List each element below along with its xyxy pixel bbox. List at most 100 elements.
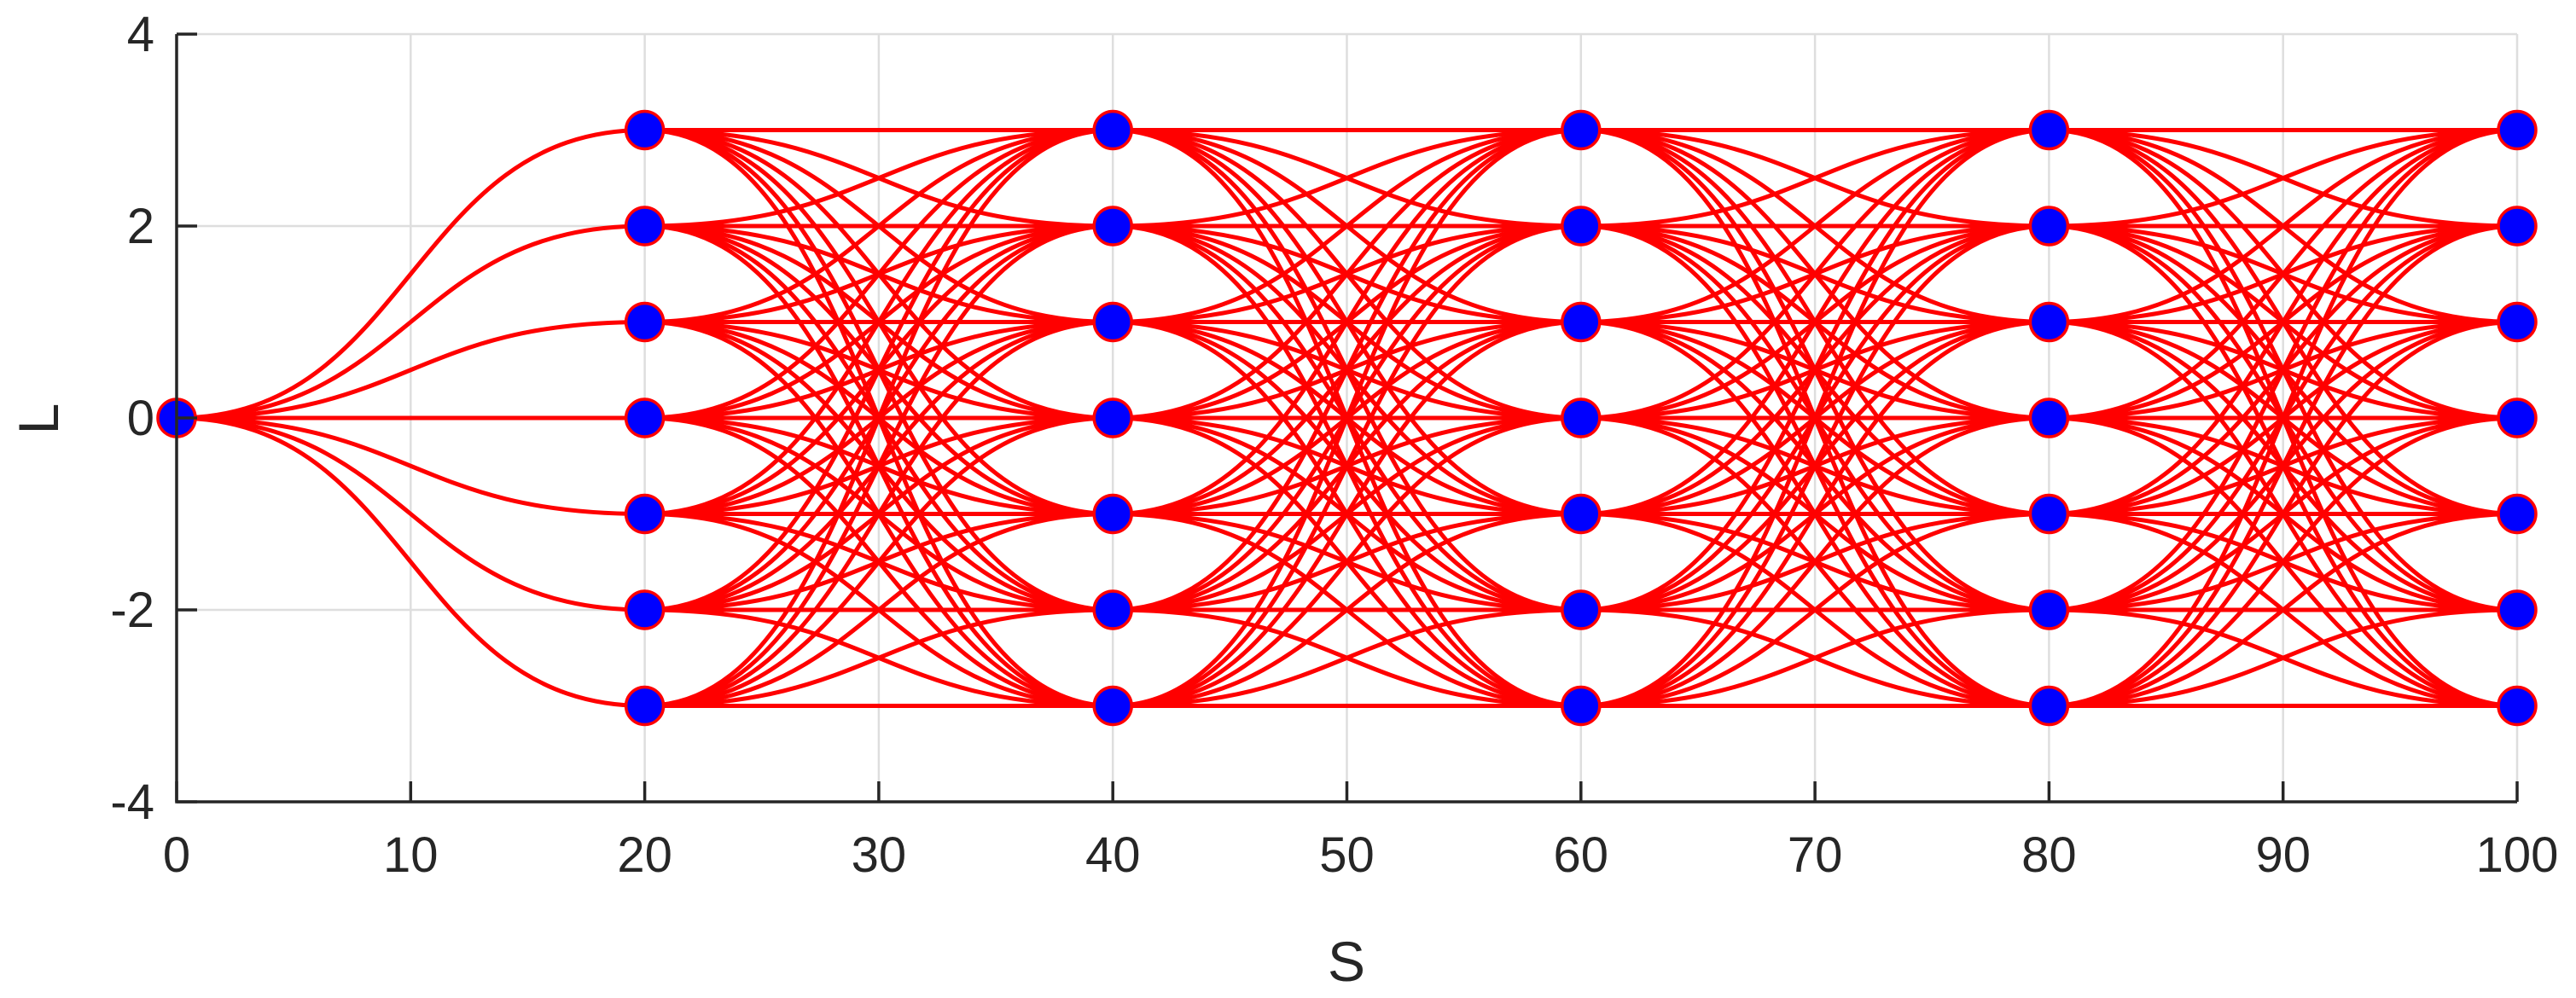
lattice-node-s20-l-3 bbox=[624, 685, 666, 727]
y-tick-label-2: 2 bbox=[127, 199, 154, 254]
y-tick-label-4: 4 bbox=[127, 7, 154, 62]
path-curve-s60-l3-to-s80-l-2 bbox=[1579, 128, 2051, 612]
path-curve-s0-to-s20-l-3 bbox=[174, 415, 648, 708]
lattice-node-s100-l2 bbox=[2497, 206, 2538, 247]
path-curve-s20-l3-to-s40-l2 bbox=[643, 128, 1115, 229]
path-curve-s80-l3-to-s100-l0 bbox=[2046, 128, 2520, 421]
path-curve-s0-to-s20-l3 bbox=[174, 128, 648, 421]
path-curve-s60-l3-to-s80-l1 bbox=[1579, 128, 2051, 324]
path-curve-s80-l3-to-s100-l1 bbox=[2046, 128, 2520, 324]
path-curve-s40-l0-to-s60-l-3 bbox=[1110, 415, 1584, 708]
lattice-node-s20-l3 bbox=[624, 109, 666, 151]
path-curve-s60-l1-to-s80-l-3 bbox=[1579, 320, 2051, 708]
path-curve-s80-l3-to-s100-l-3 bbox=[2046, 128, 2520, 708]
lattice-nodes bbox=[156, 109, 2538, 727]
x-tick-label-100: 100 bbox=[2476, 827, 2559, 883]
lattice-node-s20-l2 bbox=[624, 206, 666, 247]
path-curve-s40-l3-to-s60-l2 bbox=[1110, 128, 1584, 229]
lattice-node-s100-l1 bbox=[2497, 301, 2538, 343]
lattice-node-s80-l-3 bbox=[2028, 685, 2070, 727]
path-curve-s0-to-s20-l1 bbox=[174, 320, 648, 421]
lattice-node-s100-l-1 bbox=[2497, 493, 2538, 535]
lattice-node-s60-l3 bbox=[1561, 109, 1602, 151]
path-curve-s60-l3-to-s80-l2 bbox=[1579, 128, 2051, 229]
x-tick-label-80: 80 bbox=[2021, 827, 2077, 883]
lattice-node-s80-l-1 bbox=[2028, 493, 2070, 535]
x-tick-label-0: 0 bbox=[163, 827, 190, 883]
y-tick-label-0: 0 bbox=[127, 391, 154, 446]
path-curves bbox=[174, 127, 2520, 709]
path-curve-s20-l0-to-s40-l-3 bbox=[643, 415, 1115, 708]
path-curve-s80-l-1-to-s100-l-3 bbox=[2046, 512, 2520, 708]
path-curve-s60-l-2-to-s80-l-3 bbox=[1579, 607, 2051, 708]
lattice-node-s20-l1 bbox=[624, 301, 666, 343]
path-curve-s60-l-1-to-s80-l-3 bbox=[1579, 512, 2051, 708]
x-tick-label-20: 20 bbox=[617, 827, 672, 883]
path-curve-s40-l3-to-s60-l-1 bbox=[1110, 128, 1584, 516]
path-curve-s20-l3-to-s40-l-2 bbox=[643, 128, 1115, 612]
path-curve-s20-l2-to-s40-l-3 bbox=[643, 223, 1115, 708]
path-curve-s20-l-2-to-s40-l-3 bbox=[643, 607, 1115, 708]
x-tick-label-70: 70 bbox=[1788, 827, 1843, 883]
lattice-node-s80-l1 bbox=[2028, 301, 2070, 343]
path-curve-s20-l3-to-s40-l-1 bbox=[643, 128, 1115, 516]
path-curve-s60-l3-to-s80-l0 bbox=[1579, 128, 2051, 421]
x-tick-label-60: 60 bbox=[1554, 827, 1609, 883]
path-curve-s80-l1-to-s100-l-3 bbox=[2046, 320, 2520, 708]
lattice-node-s40-l0 bbox=[1092, 397, 1133, 438]
path-curve-s0-to-s20-l2 bbox=[174, 223, 648, 421]
lattice-node-s40-l-1 bbox=[1092, 493, 1133, 535]
x-axis-label: S bbox=[1328, 930, 1365, 993]
path-curve-s60-l3-to-s80-l-1 bbox=[1579, 128, 2051, 516]
path-curve-s60-l3-to-s80-l-3 bbox=[1579, 128, 2051, 708]
path-curve-s80-l2-to-s100-l-3 bbox=[2046, 223, 2520, 708]
lattice-node-s40-l-3 bbox=[1092, 685, 1133, 727]
x-tick-label-40: 40 bbox=[1085, 827, 1141, 883]
path-curve-s20-l3-to-s40-l1 bbox=[643, 128, 1115, 324]
path-curve-s20-l3-to-s40-l-3 bbox=[643, 128, 1115, 708]
path-curve-s40-l1-to-s60-l-3 bbox=[1110, 320, 1584, 708]
lattice-node-s80-l-2 bbox=[2028, 589, 2070, 630]
path-curve-s40-l3-to-s60-l0 bbox=[1110, 128, 1584, 421]
lattice-node-s80-l2 bbox=[2028, 206, 2070, 247]
lattice-node-s100-l-3 bbox=[2497, 685, 2538, 727]
y-tick-label--2: -2 bbox=[110, 583, 154, 638]
lattice-node-s60-l-2 bbox=[1561, 589, 1602, 630]
path-curve-s40-l3-to-s60-l-2 bbox=[1110, 128, 1584, 612]
axes: 0 10 20 30 40 50 60 70 80 90 100 -4 -2 0 2 4 bbox=[110, 7, 2558, 883]
lattice-node-s100-l0 bbox=[2497, 397, 2538, 438]
lattice-node-s40-l-2 bbox=[1092, 589, 1133, 630]
lattice-node-s100-l-2 bbox=[2497, 589, 2538, 630]
lattice-node-s60-l-1 bbox=[1561, 493, 1602, 535]
path-curve-s0-to-s20-l-2 bbox=[174, 415, 648, 612]
path-curve-s80-l-2-to-s100-l-3 bbox=[2046, 607, 2520, 708]
x-tick-label-50: 50 bbox=[1319, 827, 1375, 883]
lattice-node-s20-l0 bbox=[624, 397, 666, 438]
y-axis-label: L bbox=[7, 403, 70, 435]
path-curve-s0-to-s20-l-1 bbox=[174, 415, 648, 516]
lattice-node-s40-l3 bbox=[1092, 109, 1133, 151]
path-curve-s20-l3-to-s40-l0 bbox=[643, 128, 1115, 421]
path-curve-s80-l3-to-s100-l-1 bbox=[2046, 128, 2520, 516]
x-tick-label-10: 10 bbox=[383, 827, 439, 883]
lattice-node-s60-l1 bbox=[1561, 301, 1602, 343]
path-curve-s80-l0-to-s100-l-3 bbox=[2046, 415, 2520, 708]
path-curve-s40-l2-to-s60-l-3 bbox=[1110, 223, 1584, 708]
lattice-node-s100-l3 bbox=[2497, 109, 2538, 151]
lattice-node-s80-l3 bbox=[2028, 109, 2070, 151]
x-tick-label-30: 30 bbox=[852, 827, 907, 883]
lattice-node-s20-l-2 bbox=[624, 589, 666, 630]
path-curve-s80-l3-to-s100-l2 bbox=[2046, 128, 2520, 229]
path-curve-s80-l3-to-s100-l-2 bbox=[2046, 128, 2520, 612]
path-curve-s20-l-1-to-s40-l-3 bbox=[643, 512, 1115, 708]
path-curve-s60-l0-to-s80-l-3 bbox=[1579, 415, 2051, 708]
path-curve-s40-l3-to-s60-l-3 bbox=[1110, 128, 1584, 708]
lattice-node-s40-l1 bbox=[1092, 301, 1133, 343]
path-curve-s20-l1-to-s40-l-3 bbox=[643, 320, 1115, 708]
lattice-node-s80-l0 bbox=[2028, 397, 2070, 438]
lattice-node-s60-l0 bbox=[1561, 397, 1602, 438]
path-curve-s40-l-1-to-s60-l-3 bbox=[1110, 512, 1584, 708]
lattice-node-s60-l2 bbox=[1561, 206, 1602, 247]
path-curve-s40-l-2-to-s60-l-3 bbox=[1110, 607, 1584, 708]
lattice-node-s40-l2 bbox=[1092, 206, 1133, 247]
